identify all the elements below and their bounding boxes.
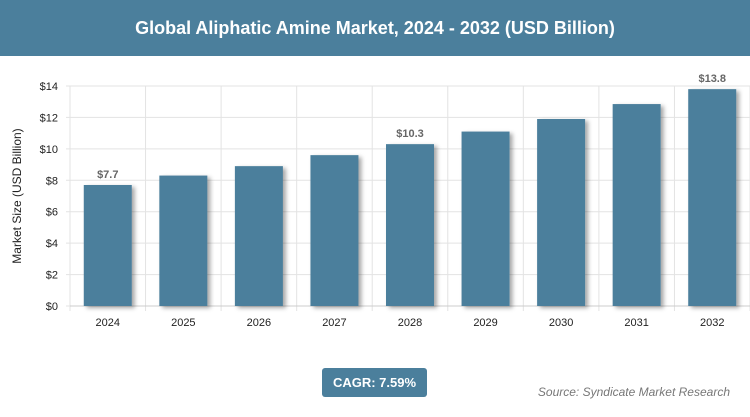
bar — [310, 155, 359, 306]
chart-title: Global Aliphatic Amine Market, 2024 - 20… — [0, 0, 750, 56]
x-tick-label: 2024 — [96, 317, 120, 329]
x-tick-label: 2029 — [473, 317, 497, 329]
x-tick-label: 2026 — [247, 317, 271, 329]
bar-chart: $0 $2 $4 $6 $8 $10 $12 $14 2024 $7.7 2025 2026 2027 2… — [10, 73, 750, 329]
x-tick-label: 2030 — [549, 317, 573, 329]
cagr-badge: CAGR: 7.59% — [322, 368, 427, 397]
y-tick-label: $6 — [46, 207, 58, 219]
data-label: $7.7 — [97, 169, 118, 181]
y-tick-label: $2 — [46, 270, 58, 282]
x-tick-label: 2031 — [624, 317, 648, 329]
x-tick-label: 2028 — [398, 317, 422, 329]
bar — [234, 166, 283, 306]
y-tick-label: $8 — [46, 175, 58, 187]
x-tick-label: 2032 — [700, 317, 724, 329]
bar — [461, 131, 510, 306]
y-tick-label: $12 — [40, 112, 58, 124]
bar — [386, 144, 434, 306]
source-note: Source: Syndicate Market Research — [537, 385, 730, 399]
bar — [688, 89, 737, 306]
y-tick-label: $14 — [40, 81, 58, 93]
y-tick-label: $0 — [46, 301, 58, 313]
data-label: $13.8 — [698, 73, 726, 85]
bar — [612, 104, 661, 306]
y-tick-label: $4 — [46, 238, 58, 250]
x-tick-label: 2027 — [322, 317, 346, 329]
data-label: $10.3 — [396, 128, 424, 140]
bar — [83, 185, 132, 306]
bar — [537, 119, 586, 306]
x-tick-label: 2025 — [171, 317, 195, 329]
y-tick-label: $10 — [40, 144, 58, 156]
bar — [159, 175, 208, 306]
y-axis-title: Market Size (USD Billion) — [10, 128, 24, 263]
